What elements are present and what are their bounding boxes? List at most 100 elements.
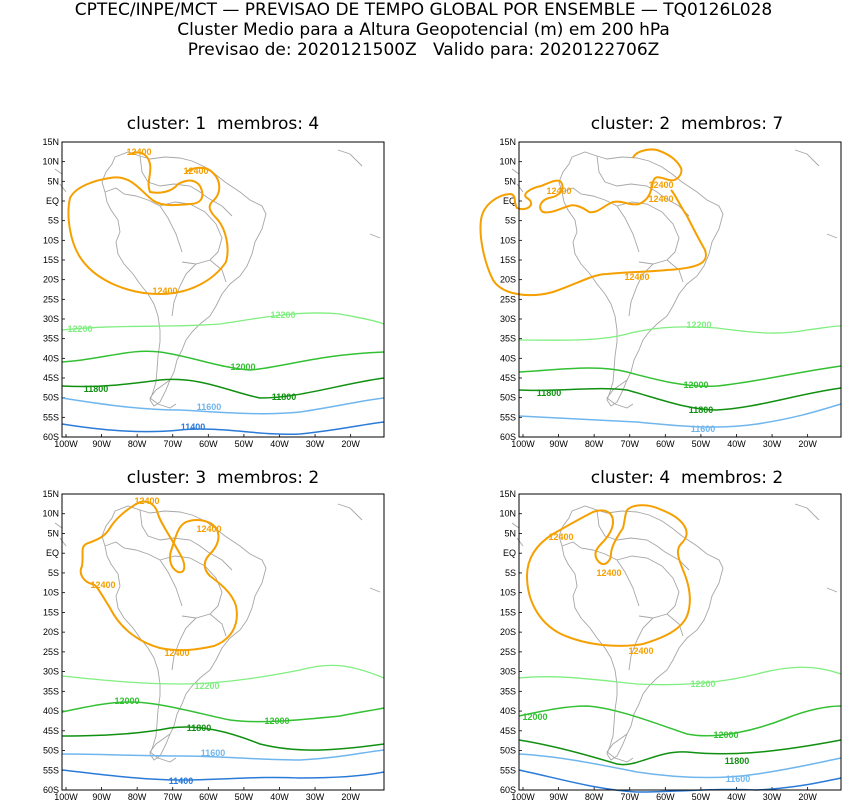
lat-tick-label: 55S bbox=[500, 412, 516, 422]
lon-tick-label: 70W bbox=[163, 439, 182, 449]
lat-tick-label: 50S bbox=[43, 746, 59, 756]
lat-tick-label: 60S bbox=[500, 785, 516, 795]
contour-label: 12200 bbox=[690, 679, 715, 689]
contour-label: 12200 bbox=[194, 681, 219, 691]
lon-tick-label: 80W bbox=[128, 792, 147, 802]
lat-tick-label: 60S bbox=[43, 432, 59, 442]
lat-tick-label: 40S bbox=[43, 706, 59, 716]
lat-tick-label: 55S bbox=[500, 765, 516, 775]
lat-tick-label: 5S bbox=[505, 216, 516, 226]
contour-label: 12400 bbox=[624, 272, 649, 282]
contour-12000 bbox=[518, 705, 842, 737]
lat-tick-label: 45S bbox=[500, 373, 516, 383]
lat-tick-label: 15S bbox=[43, 255, 59, 265]
lon-tick-label: 50W bbox=[692, 792, 711, 802]
contour-11800 bbox=[518, 739, 842, 766]
lat-tick-label: 60S bbox=[500, 432, 516, 442]
contour-12400 bbox=[67, 151, 229, 296]
lon-tick-label: 100W bbox=[511, 439, 535, 449]
lat-tick-label: 60S bbox=[43, 785, 59, 795]
lon-tick-label: 20W bbox=[341, 439, 360, 449]
axis-labels: 15N 10N 5N EQ 5S 10S 15S 20S 25S 30S 35S 40S 45S 50S 5… bbox=[499, 137, 817, 449]
lon-tick-label: 100W bbox=[54, 792, 78, 802]
lat-tick-label: 20S bbox=[500, 275, 516, 285]
contour-label: 11800 bbox=[187, 723, 212, 733]
header-line-3: Previsao de: 2020121500Z Valido para: 20… bbox=[187, 40, 660, 60]
lat-tick-label: 20S bbox=[43, 627, 59, 637]
panel-2-title: cluster: 2 membros: 7 bbox=[590, 114, 784, 134]
lat-tick-label: 5S bbox=[48, 216, 59, 226]
lon-tick-label: 70W bbox=[620, 792, 639, 802]
contour-label: 12200 bbox=[67, 324, 92, 334]
map-frame bbox=[61, 141, 385, 438]
contour-label: 11800 bbox=[272, 392, 297, 402]
contour-labels: 12400 12400 12400 12400 12200 12000 1180… bbox=[537, 180, 716, 434]
contour-label: 11600 bbox=[726, 774, 751, 784]
contour-label: 11800 bbox=[537, 388, 562, 398]
lat-tick-label: 35S bbox=[43, 334, 59, 344]
header-line-2: Cluster Medio para a Altura Geopotencial… bbox=[177, 20, 670, 40]
continent-outline bbox=[54, 503, 381, 763]
lat-tick-label: 10S bbox=[500, 588, 516, 598]
contour-11800 bbox=[61, 377, 385, 399]
lat-tick-label: 55S bbox=[43, 765, 59, 775]
contour-12000 bbox=[518, 365, 842, 388]
contour-label: 12000 bbox=[114, 696, 139, 706]
contour-label: 11600 bbox=[691, 424, 716, 434]
map-frame bbox=[518, 493, 842, 791]
contour-label: 12400 bbox=[596, 568, 621, 578]
contour-label: 12000 bbox=[683, 380, 708, 390]
contour-12200 bbox=[518, 325, 842, 341]
lat-tick-label: 30S bbox=[500, 314, 516, 324]
lon-tick-label: 90W bbox=[549, 439, 568, 449]
lat-tick-label: EQ bbox=[46, 548, 59, 558]
contour-label: 12400 bbox=[164, 648, 189, 658]
contour-label: 11800 bbox=[725, 756, 750, 766]
contour-label: 12400 bbox=[152, 286, 177, 296]
lat-tick-label: 45S bbox=[43, 726, 59, 736]
lon-tick-label: 40W bbox=[270, 439, 289, 449]
map-frame bbox=[518, 141, 842, 438]
lat-tick-label: 5N bbox=[504, 176, 516, 186]
contour-11400 bbox=[61, 769, 385, 781]
contour-12200 bbox=[61, 664, 385, 685]
map-panel-3: 15N 10N 5N EQ 5S 10S 15S 20S 25S 30S 35S 40S 45S 50S 5… bbox=[42, 489, 385, 802]
contour-label: 11400 bbox=[169, 776, 194, 786]
lat-tick-label: 55S bbox=[43, 412, 59, 422]
contour-label: 11600 bbox=[197, 402, 222, 412]
lon-tick-label: 50W bbox=[235, 439, 254, 449]
lat-tick-label: 10N bbox=[499, 157, 516, 167]
contour-label: 12400 bbox=[183, 166, 208, 176]
lat-tick-label: 25S bbox=[500, 647, 516, 657]
lat-tick-label: 10S bbox=[500, 235, 516, 245]
lat-tick-label: 40S bbox=[500, 353, 516, 363]
lon-tick-label: 40W bbox=[270, 792, 289, 802]
lat-tick-label: EQ bbox=[503, 548, 516, 558]
lon-tick-label: 20W bbox=[798, 792, 817, 802]
lat-tick-label: 45S bbox=[43, 373, 59, 383]
contour-label: 11800 bbox=[689, 405, 714, 415]
lat-tick-label: 5N bbox=[47, 176, 59, 186]
lon-tick-label: 80W bbox=[585, 439, 604, 449]
lon-tick-label: 80W bbox=[585, 792, 604, 802]
lat-tick-label: EQ bbox=[503, 196, 516, 206]
lon-tick-label: 60W bbox=[656, 439, 675, 449]
contour-label: 12400 bbox=[648, 194, 673, 204]
lon-tick-label: 30W bbox=[306, 792, 325, 802]
lon-tick-label: 60W bbox=[656, 792, 675, 802]
lon-tick-label: 90W bbox=[92, 439, 111, 449]
contour-label: 12000 bbox=[230, 362, 255, 372]
lat-tick-label: 50S bbox=[43, 393, 59, 403]
lon-tick-label: 70W bbox=[620, 439, 639, 449]
contour-11600 bbox=[518, 403, 842, 428]
map-panel-2: 15N 10N 5N EQ 5S 10S 15S 20S 25S 30S 35S 40S 45S 50S 5… bbox=[479, 137, 842, 449]
lon-tick-label: 40W bbox=[727, 439, 746, 449]
lon-tick-label: 50W bbox=[692, 439, 711, 449]
lat-tick-label: 15S bbox=[43, 607, 59, 617]
axis-labels: 15N 10N 5N EQ 5S 10S 15S 20S 25S 30S 35S 40S 45S 50S 5… bbox=[42, 137, 360, 449]
contour-12000 bbox=[61, 701, 385, 723]
contour-label: 12400 bbox=[126, 147, 151, 157]
contour-11400 bbox=[61, 421, 385, 436]
lon-tick-label: 20W bbox=[798, 439, 817, 449]
contour-11600 bbox=[61, 397, 385, 415]
